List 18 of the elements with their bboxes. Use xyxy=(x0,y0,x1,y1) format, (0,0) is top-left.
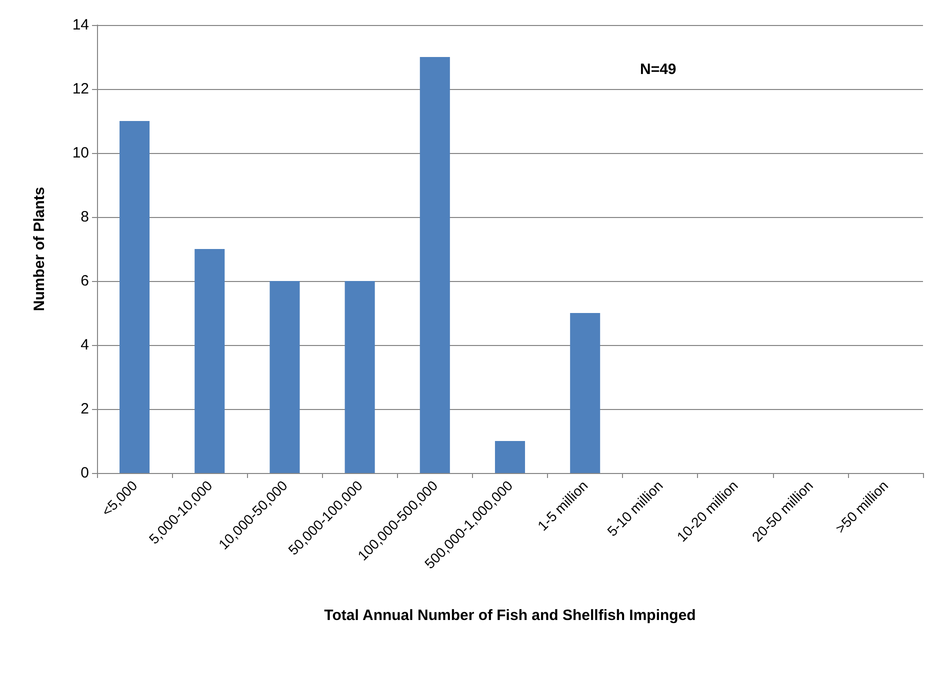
y-tick-label: 2 xyxy=(80,400,89,418)
y-tick-label: 8 xyxy=(80,208,89,226)
bar xyxy=(344,281,375,473)
bar xyxy=(120,121,150,473)
bar xyxy=(494,441,526,473)
y-tick-label: 10 xyxy=(72,144,89,162)
annotation: N=49 xyxy=(640,61,676,78)
y-axis-title: Number of Plants xyxy=(31,186,48,312)
bar xyxy=(270,281,300,473)
y-tick-label: 4 xyxy=(80,336,89,354)
x-axis-title: Total Annual Number of Fish and Shellfish Impinged xyxy=(324,607,696,624)
bar xyxy=(570,313,600,473)
y-tick-label: 12 xyxy=(72,80,89,98)
bar xyxy=(420,57,450,473)
y-tick-label: 6 xyxy=(80,272,89,290)
y-tick-label: 14 xyxy=(72,16,89,34)
bar xyxy=(194,249,225,473)
y-tick-label: 0 xyxy=(80,464,89,482)
